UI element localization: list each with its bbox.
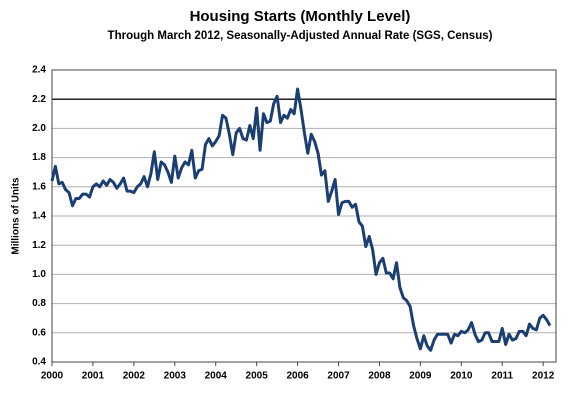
x-tick-label: 2008 (368, 371, 391, 382)
y-tick-label: 2.4 (32, 65, 46, 76)
x-tick-label: 2012 (532, 371, 555, 382)
y-tick-label: 1.8 (32, 152, 46, 163)
y-tick-label: 0.6 (32, 327, 46, 338)
y-tick-label: 2.0 (32, 123, 46, 134)
y-axis-label: Millions of Units (11, 177, 22, 255)
x-tick-label: 2001 (82, 371, 105, 382)
x-tick-label: 2007 (327, 371, 350, 382)
x-tick-label: 2009 (409, 371, 432, 382)
chart-subtitle: Through March 2012, Seasonally-Adjusted … (108, 30, 493, 42)
x-tick-label: 2004 (205, 371, 228, 382)
x-tick-label: 2006 (286, 371, 309, 382)
x-tick-label: 2000 (41, 371, 64, 382)
x-tick-label: 2005 (246, 371, 269, 382)
y-tick-label: 2.2 (32, 94, 46, 105)
chart-title: Housing Starts (Monthly Level) (190, 8, 411, 25)
x-tick-label: 2011 (491, 371, 513, 382)
y-tick-label: 1.2 (32, 240, 46, 251)
x-tick-label: 2003 (164, 371, 187, 382)
y-tick-label: 0.8 (32, 298, 46, 309)
x-tick-label: 2002 (123, 371, 146, 382)
y-tick-label: 1.4 (32, 211, 46, 222)
data-line (50, 87, 552, 352)
x-tick-label: 2010 (450, 371, 473, 382)
y-tick-label: 1.0 (32, 269, 46, 280)
plot-frame (51, 69, 557, 363)
y-tick-label: 1.6 (32, 181, 46, 192)
y-tick-label: 0.4 (32, 357, 46, 368)
